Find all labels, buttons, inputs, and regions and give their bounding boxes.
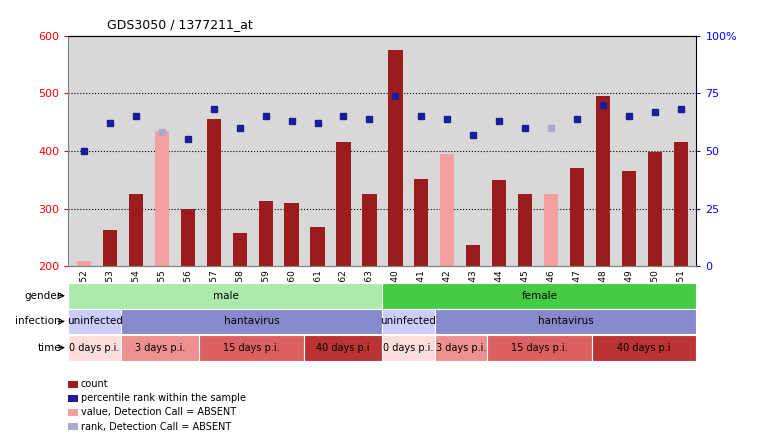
Text: GDS3050 / 1377211_at: GDS3050 / 1377211_at — [107, 18, 253, 31]
Text: 3 days p.i.: 3 days p.i. — [436, 343, 486, 353]
Bar — [648, 152, 662, 266]
Text: male: male — [212, 291, 238, 301]
Bar — [77, 261, 91, 266]
Bar — [414, 178, 428, 266]
Text: uninfected: uninfected — [67, 317, 123, 326]
Text: time: time — [37, 343, 61, 353]
Bar — [259, 201, 272, 266]
Bar — [180, 209, 195, 266]
Bar — [673, 143, 688, 266]
Text: infection: infection — [15, 317, 61, 326]
Text: gender: gender — [24, 291, 61, 301]
Bar — [233, 233, 247, 266]
Bar — [518, 194, 532, 266]
Bar — [285, 203, 299, 266]
Text: 15 days p.i.: 15 days p.i. — [223, 343, 280, 353]
Bar — [596, 96, 610, 266]
Bar — [362, 194, 377, 266]
Text: 40 days p.i: 40 days p.i — [317, 343, 370, 353]
Bar — [388, 50, 403, 266]
Bar — [492, 180, 506, 266]
Text: female: female — [521, 291, 557, 301]
Text: count: count — [81, 379, 108, 389]
Text: rank, Detection Call = ABSENT: rank, Detection Call = ABSENT — [81, 422, 231, 432]
Bar — [207, 119, 221, 266]
Text: hantavirus: hantavirus — [537, 317, 594, 326]
Text: 0 days p.i.: 0 days p.i. — [69, 343, 119, 353]
Text: value, Detection Call = ABSENT: value, Detection Call = ABSENT — [81, 408, 236, 417]
Text: uninfected: uninfected — [380, 317, 437, 326]
Bar — [336, 143, 351, 266]
Bar — [466, 245, 480, 266]
Bar — [154, 131, 169, 266]
Bar — [622, 171, 636, 266]
Bar — [440, 154, 454, 266]
Bar — [129, 194, 143, 266]
Bar — [310, 227, 325, 266]
Text: hantavirus: hantavirus — [224, 317, 279, 326]
Bar — [103, 230, 117, 266]
Text: 3 days p.i.: 3 days p.i. — [135, 343, 185, 353]
Text: 15 days p.i.: 15 days p.i. — [511, 343, 568, 353]
Text: 40 days p.i: 40 days p.i — [617, 343, 670, 353]
Bar — [570, 168, 584, 266]
Text: percentile rank within the sample: percentile rank within the sample — [81, 393, 246, 403]
Text: 0 days p.i.: 0 days p.i. — [384, 343, 434, 353]
Bar — [544, 194, 558, 266]
